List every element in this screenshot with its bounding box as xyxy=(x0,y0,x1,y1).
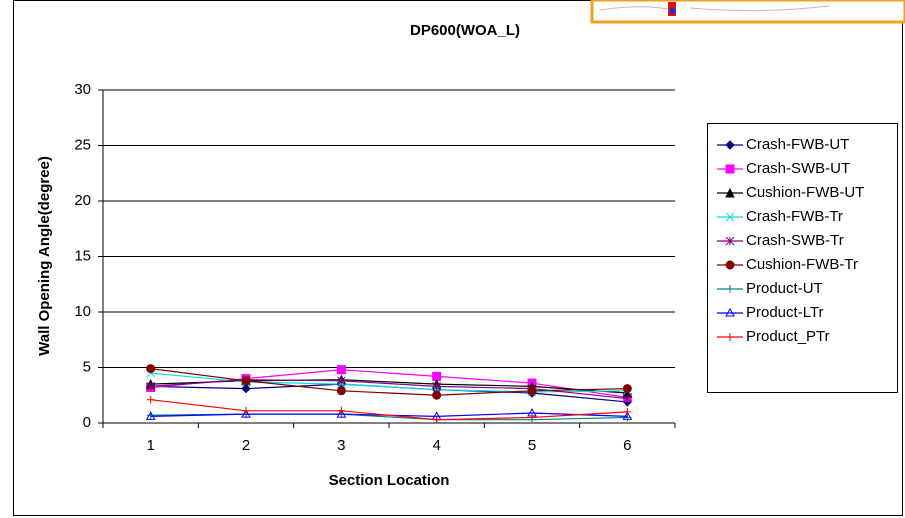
x-tick-label: 5 xyxy=(528,437,536,454)
image-fragment xyxy=(592,0,905,22)
marker xyxy=(337,387,345,395)
x-tick-label: 1 xyxy=(146,437,154,454)
legend-marker xyxy=(726,165,734,173)
y-tick-label: 25 xyxy=(74,136,91,153)
legend-label: Crash-SWB-Tr xyxy=(746,232,844,249)
marker xyxy=(623,385,631,393)
marker xyxy=(147,365,155,373)
y-tick-label: 20 xyxy=(74,192,91,209)
x-tick-label: 3 xyxy=(337,437,345,454)
legend-label: Cushion-FWB-Tr xyxy=(746,256,858,273)
marker xyxy=(242,377,250,385)
x-tick-label: 2 xyxy=(242,437,250,454)
legend-label: Crash-FWB-Tr xyxy=(746,208,843,225)
legend-label: Crash-SWB-UT xyxy=(746,160,850,177)
y-axis-label: Wall Opening Angle(degree) xyxy=(36,156,53,356)
y-tick-label: 30 xyxy=(74,81,91,98)
x-tick-label: 6 xyxy=(623,437,631,454)
x-axis-label: Section Location xyxy=(329,472,450,489)
chart: DP600(WOA_L) Section Location Wall Openi… xyxy=(0,0,905,518)
legend-label: Crash-FWB-UT xyxy=(746,136,849,153)
marker xyxy=(528,387,536,395)
y-tick-label: 5 xyxy=(83,358,91,375)
chart-title: DP600(WOA_L) xyxy=(410,22,520,39)
legend-marker xyxy=(726,261,734,269)
legend-label: Cushion-FWB-UT xyxy=(746,184,864,201)
legend-label: Product-LTr xyxy=(746,304,824,321)
marker xyxy=(337,366,345,374)
x-tick-label: 4 xyxy=(432,437,440,454)
legend-label: Product-UT xyxy=(746,280,823,297)
marker xyxy=(433,391,441,399)
y-tick-label: 10 xyxy=(74,303,91,320)
legend-label: Product_PTr xyxy=(746,328,830,345)
y-tick-label: 0 xyxy=(83,414,91,431)
y-tick-label: 15 xyxy=(74,247,91,264)
